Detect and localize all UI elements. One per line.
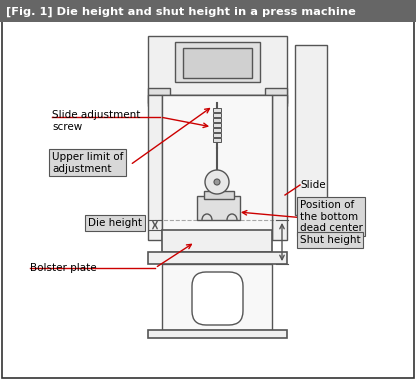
Bar <box>183 48 252 78</box>
Bar <box>265 88 287 106</box>
Bar <box>272 95 287 240</box>
Text: Die height: Die height <box>88 218 142 228</box>
Text: Slide adjustment
screw: Slide adjustment screw <box>52 110 140 131</box>
Bar <box>148 252 287 264</box>
Bar <box>213 118 221 122</box>
Text: Slide: Slide <box>300 180 326 190</box>
Bar <box>162 264 272 330</box>
Circle shape <box>214 179 220 185</box>
Bar <box>213 113 221 117</box>
Bar <box>148 330 287 338</box>
Bar <box>148 95 162 240</box>
Text: [Fig. 1] Die height and shut height in a press machine: [Fig. 1] Die height and shut height in a… <box>6 6 356 17</box>
Text: Bolster plate: Bolster plate <box>30 263 97 273</box>
Text: Position of
the bottom
dead center: Position of the bottom dead center <box>300 200 363 233</box>
Text: Upper limit of
adjustment: Upper limit of adjustment <box>52 152 124 174</box>
Text: Shut height: Shut height <box>300 235 361 245</box>
Bar <box>148 36 287 95</box>
Bar <box>213 128 221 132</box>
Bar <box>162 95 272 240</box>
FancyBboxPatch shape <box>192 272 243 325</box>
Bar <box>295 45 327 215</box>
Bar <box>175 42 260 82</box>
Bar <box>204 191 234 199</box>
Bar <box>213 133 221 137</box>
Circle shape <box>205 170 229 194</box>
Bar <box>162 230 272 252</box>
Bar <box>0 0 416 22</box>
Bar <box>148 88 170 106</box>
Bar <box>213 138 221 142</box>
Bar <box>197 196 240 220</box>
Bar <box>148 95 287 103</box>
Bar <box>213 108 221 112</box>
Bar <box>213 123 221 127</box>
